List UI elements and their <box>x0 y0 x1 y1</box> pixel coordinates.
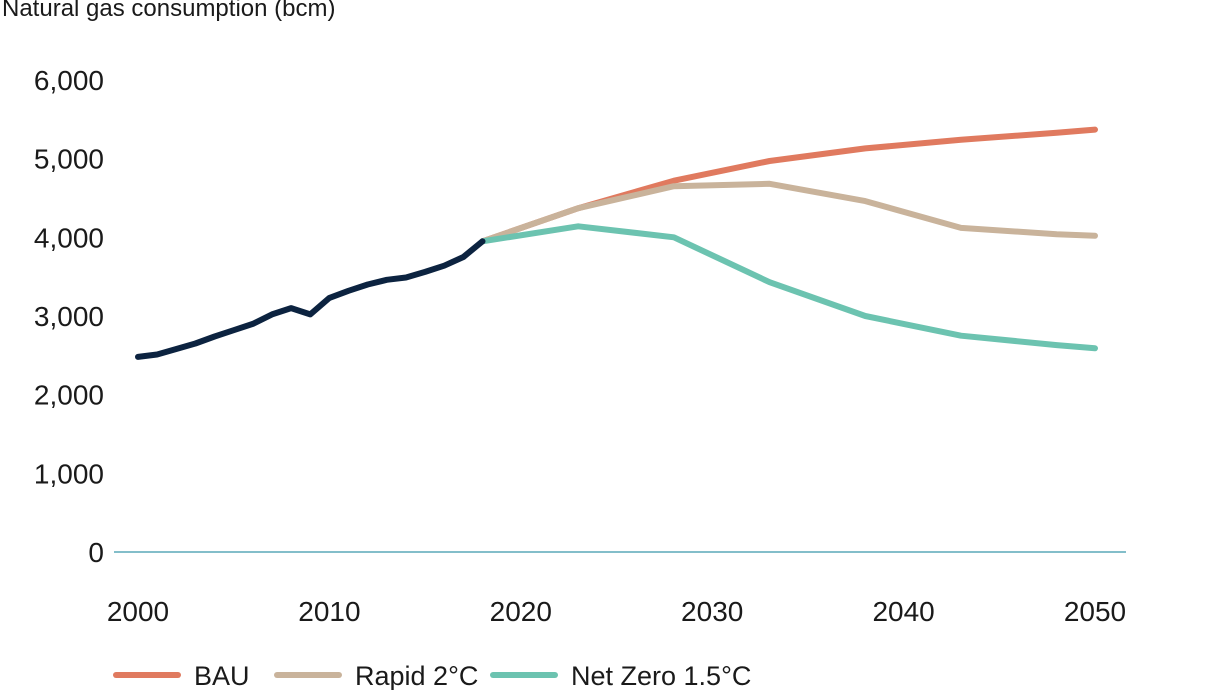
x-tick-label: 2010 <box>298 596 360 627</box>
x-tick-label: 2000 <box>107 596 169 627</box>
x-tick-label: 2040 <box>872 596 934 627</box>
legend-label: Net Zero 1.5°C <box>571 661 751 690</box>
historical-line <box>135 238 486 360</box>
y-tick-label: 1,000 <box>34 458 104 489</box>
x-tick-label: 2020 <box>490 596 552 627</box>
x-tick-labels: 2000 2010 2020 2030 2040 2050 <box>107 596 1126 627</box>
y-tick-label: 2,000 <box>34 380 104 411</box>
y-tick-label: 5,000 <box>34 144 104 175</box>
y-tick-labels: 0 1,000 2,000 3,000 4,000 5,000 6,000 <box>34 65 104 568</box>
legend-label: BAU <box>194 661 250 690</box>
y-tick-label: 6,000 <box>34 65 104 96</box>
legend-label: Rapid 2°C <box>355 661 478 690</box>
y-axis-title: Natural gas consumption (bcm) <box>2 0 335 22</box>
y-tick-label: 4,000 <box>34 222 104 253</box>
rapid-2c-line <box>479 180 1098 245</box>
x-tick-label: 2030 <box>681 596 743 627</box>
y-tick-label: 0 <box>88 537 104 568</box>
series-lines <box>135 126 1098 360</box>
x-tick-label: 2050 <box>1064 596 1126 627</box>
net-zero-1-5c-line <box>479 223 1098 352</box>
legend: BAU Rapid 2°C Net Zero 1.5°C <box>113 661 751 690</box>
y-tick-label: 3,000 <box>34 301 104 332</box>
